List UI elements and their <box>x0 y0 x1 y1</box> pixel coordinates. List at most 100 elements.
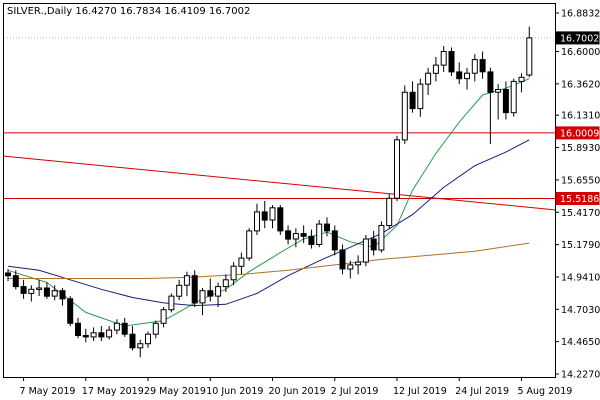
candle[interactable] <box>347 260 354 279</box>
candle[interactable] <box>222 274 229 293</box>
y-tick-label: 15.8930 <box>561 143 600 154</box>
candle[interactable] <box>59 287 66 306</box>
candle[interactable] <box>370 230 377 256</box>
candle[interactable] <box>448 47 455 76</box>
candle[interactable] <box>316 220 323 248</box>
candle[interactable] <box>417 78 424 117</box>
candle[interactable] <box>394 135 400 201</box>
bullish-candle-body <box>362 238 369 263</box>
candle[interactable] <box>246 228 253 261</box>
candle[interactable] <box>20 279 27 299</box>
candle[interactable] <box>98 326 105 341</box>
candle[interactable] <box>464 67 470 90</box>
candle[interactable] <box>292 228 299 248</box>
candle[interactable] <box>168 293 175 313</box>
bullish-candle-body <box>510 80 517 114</box>
candle[interactable] <box>300 225 307 244</box>
level-price-box <box>555 126 600 140</box>
candle[interactable] <box>137 339 144 358</box>
bearish-candle-body <box>285 230 292 240</box>
candle[interactable] <box>36 279 43 297</box>
bullish-candle-body <box>106 329 113 338</box>
candle[interactable] <box>176 279 183 301</box>
bearish-candle-body <box>43 287 50 297</box>
candle[interactable] <box>355 255 362 275</box>
candle[interactable] <box>526 26 533 78</box>
candle[interactable] <box>456 62 463 85</box>
candle[interactable] <box>269 205 276 229</box>
candle[interactable] <box>215 282 222 307</box>
x-tick-label: 10 Jun 2019 <box>206 386 263 397</box>
bullish-candle-body <box>176 284 183 297</box>
candle[interactable] <box>90 327 97 341</box>
bearish-candle-body <box>448 51 455 73</box>
candle[interactable] <box>479 51 486 79</box>
candle[interactable] <box>510 78 517 117</box>
trendline[interactable] <box>3 155 556 211</box>
moving-average-line <box>7 78 530 327</box>
plot-frame <box>3 3 556 378</box>
x-tick-label: 12 Jul 2019 <box>393 386 447 397</box>
bullish-candle-body <box>90 332 97 338</box>
candle[interactable] <box>495 84 502 120</box>
candle[interactable] <box>12 270 19 290</box>
bullish-candle-body <box>28 288 35 294</box>
candle[interactable] <box>432 56 439 82</box>
candle[interactable] <box>230 262 237 286</box>
y-tick-label: 15.1790 <box>561 240 600 251</box>
candle[interactable] <box>324 217 330 237</box>
candle[interactable] <box>277 205 284 235</box>
candle[interactable] <box>106 326 113 340</box>
candle[interactable] <box>440 46 447 72</box>
bullish-candle-body <box>137 343 144 349</box>
candle[interactable] <box>160 306 167 328</box>
candle[interactable] <box>207 278 214 302</box>
candle[interactable] <box>75 317 81 339</box>
candle[interactable] <box>51 285 58 301</box>
bullish-candle-body <box>425 72 432 85</box>
bullish-candle-body <box>417 83 424 110</box>
candle[interactable] <box>331 225 338 256</box>
candle[interactable] <box>191 270 198 307</box>
candle[interactable] <box>67 296 74 327</box>
bullish-candle-body <box>495 89 502 93</box>
candle[interactable] <box>129 326 136 351</box>
candle[interactable] <box>401 85 408 144</box>
candle[interactable] <box>487 67 494 144</box>
candle[interactable] <box>378 221 385 253</box>
candle[interactable] <box>5 268 11 282</box>
candle[interactable] <box>261 200 268 229</box>
candle[interactable] <box>199 287 206 316</box>
candle[interactable] <box>82 328 89 343</box>
candle[interactable] <box>285 225 292 245</box>
bullish-candle-body <box>347 264 354 270</box>
candle[interactable] <box>121 317 128 337</box>
bullish-candle-body <box>394 139 400 199</box>
candle[interactable] <box>308 229 315 249</box>
bearish-candle-body <box>479 59 486 73</box>
bearish-candle-body <box>59 290 66 300</box>
candle[interactable] <box>28 285 35 302</box>
bearish-candle-body <box>129 333 136 349</box>
y-tick-label: 14.2270 <box>561 370 600 381</box>
candle[interactable] <box>152 320 159 339</box>
candle[interactable] <box>362 234 369 267</box>
candle[interactable] <box>238 252 245 275</box>
moving-average-line <box>7 139 530 307</box>
candle[interactable] <box>518 73 525 93</box>
candle[interactable] <box>43 282 50 299</box>
bearish-candle-body <box>324 223 330 232</box>
candle[interactable] <box>502 81 509 120</box>
candle[interactable] <box>425 67 432 95</box>
y-tick-label: 15.6550 <box>561 175 600 186</box>
candle[interactable] <box>254 203 260 235</box>
candle[interactable] <box>113 319 120 335</box>
candle[interactable] <box>409 81 416 113</box>
candle[interactable] <box>386 194 393 229</box>
candle[interactable] <box>183 271 190 297</box>
candle[interactable] <box>471 54 478 82</box>
candle[interactable] <box>145 331 151 348</box>
candle[interactable] <box>339 244 346 275</box>
